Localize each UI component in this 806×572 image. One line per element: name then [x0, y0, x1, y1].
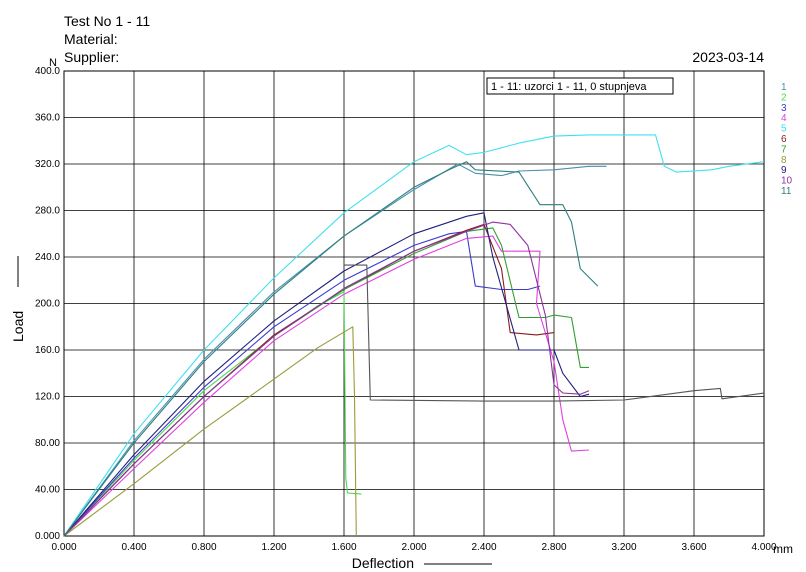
legend-entry-9: 9: [781, 165, 787, 176]
supplier-label: Supplier:: [64, 49, 119, 65]
legend-entry-6: 6: [781, 134, 787, 145]
test-number: Test No 1 - 11: [64, 13, 150, 29]
x-tick-label: 0.400: [121, 542, 146, 553]
legend-entry-5: 5: [781, 124, 787, 135]
x-tick-label: 0.800: [191, 542, 216, 553]
y-tick-label: 200.0: [35, 299, 60, 310]
y-tick-label: 80.00: [35, 438, 60, 449]
y-unit-label: N: [49, 57, 57, 69]
x-axis-title: Deflection: [352, 555, 414, 571]
series-line-1: [63, 163, 607, 537]
y-axis-title: Load: [10, 311, 26, 342]
legend-entry-4: 4: [781, 113, 787, 124]
series-line-4: [63, 235, 590, 537]
series-line-8: [63, 326, 357, 537]
material-label: Material:: [64, 31, 118, 47]
x-tick-label: 2.000: [401, 542, 426, 553]
x-tick-labels: 0.000 0.400 0.800 1.200 1.600 2.000 2.400 2.800…: [51, 542, 776, 553]
series-line-extra-11: [344, 264, 765, 402]
x-tick-label: 1.200: [261, 542, 286, 553]
series-lines: [63, 134, 765, 537]
y-tick-label: 0.000: [35, 531, 60, 542]
series-line-3: [63, 230, 541, 537]
series-line-5: [63, 134, 765, 537]
y-tick-label: 240.0: [35, 252, 60, 263]
y-tick-label: 120.0: [35, 392, 60, 403]
x-tick-label: 2.400: [471, 542, 496, 553]
x-tick-label: 4.000: [751, 542, 776, 553]
series-line-2: [63, 291, 362, 537]
y-tick-labels: 0.000 40.00 80.00 120.0 160.0 200.0 240.0 280.0…: [35, 66, 60, 542]
legend-entry-11: 11: [781, 186, 792, 197]
series-line-10: [63, 221, 590, 537]
y-tick-label: 320.0: [35, 159, 60, 170]
y-tick-label: 160.0: [35, 345, 60, 356]
x-tick-label: 3.600: [681, 542, 706, 553]
annotation-box: [486, 77, 674, 95]
x-axis-unit: mm: [773, 542, 793, 556]
series-line-9: [63, 212, 590, 537]
grid-lines: [64, 71, 764, 536]
y-tick-label: 40.00: [35, 485, 60, 496]
legend-entry-8: 8: [781, 155, 787, 166]
x-tick-label: 3.200: [611, 542, 636, 553]
y-tick-label: 280.0: [35, 206, 60, 217]
x-tick-label: 1.600: [331, 542, 356, 553]
annotation-text: 1 - 11: uzorci 1 - 11, 0 stupnjeva: [491, 81, 647, 93]
x-tick-label: 0.000: [51, 542, 76, 553]
test-date: 2023-03-14: [692, 49, 764, 65]
legend-entry-3: 3: [781, 103, 787, 114]
legend-entry-2: 2: [781, 92, 787, 103]
legend-entry-10: 10: [781, 176, 793, 187]
y-tick-label: 400.0: [35, 66, 60, 77]
x-tick-label: 2.800: [541, 542, 566, 553]
legend-entry-7: 7: [781, 144, 787, 155]
legend-entry-1: 1: [781, 82, 787, 93]
y-tick-label: 360.0: [35, 113, 60, 124]
series-line-11: [63, 161, 599, 537]
